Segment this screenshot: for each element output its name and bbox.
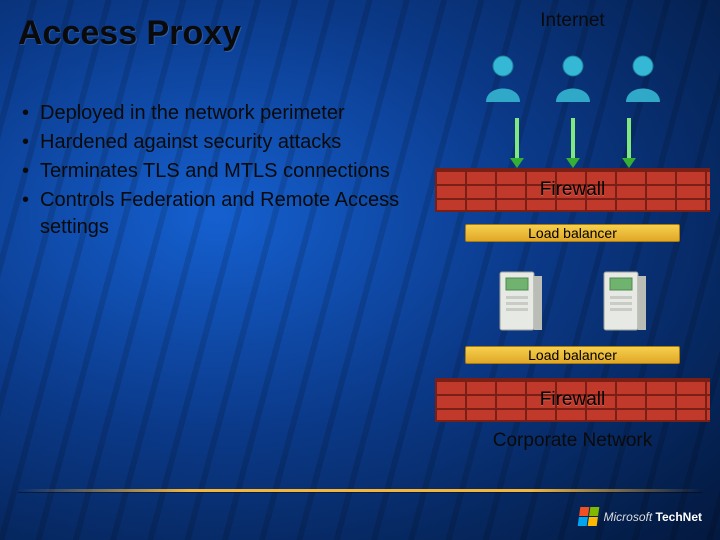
firewall-bottom-label: Firewall — [435, 380, 710, 420]
lb-bottom-label: Load balancer — [528, 347, 617, 363]
bullet-item: Deployed in the network perimeter — [22, 100, 422, 127]
slide-title: Access Proxy — [18, 14, 241, 53]
user-icons-row — [435, 54, 710, 118]
footer-divider — [18, 489, 702, 492]
arrow-down-icon — [512, 118, 522, 168]
network-diagram: Internet Firewall Load balancer — [435, 10, 710, 490]
bullet-list: Deployed in the network perimeter Harden… — [22, 100, 422, 243]
server-icon — [494, 268, 548, 338]
firewall-bottom: Firewall — [435, 378, 710, 422]
user-icon — [482, 54, 524, 118]
bullet-item: Hardened against security attacks — [22, 129, 422, 156]
internet-label: Internet — [435, 10, 710, 32]
server-icon — [598, 268, 652, 338]
bullet-item: Terminates TLS and MTLS connections — [22, 158, 422, 185]
microsoft-flag-icon — [577, 507, 599, 526]
lb-top-label: Load balancer — [528, 225, 617, 241]
user-icon — [552, 54, 594, 118]
brand-logo: Microsoft TechNet — [579, 507, 702, 526]
server-row — [435, 268, 710, 338]
arrow-down-icon — [624, 118, 634, 168]
corporate-network-label: Corporate Network — [435, 430, 710, 452]
bullet-item: Controls Federation and Remote Access se… — [22, 187, 422, 241]
user-icon — [622, 54, 664, 118]
firewall-top-label: Firewall — [435, 170, 710, 210]
arrows-to-firewall — [435, 118, 710, 168]
arrow-down-icon — [568, 118, 578, 168]
load-balancer-bottom: Load balancer — [465, 346, 680, 364]
load-balancer-top: Load balancer — [465, 224, 680, 242]
brand-text: Microsoft TechNet — [604, 510, 702, 524]
firewall-top: Firewall — [435, 168, 710, 212]
